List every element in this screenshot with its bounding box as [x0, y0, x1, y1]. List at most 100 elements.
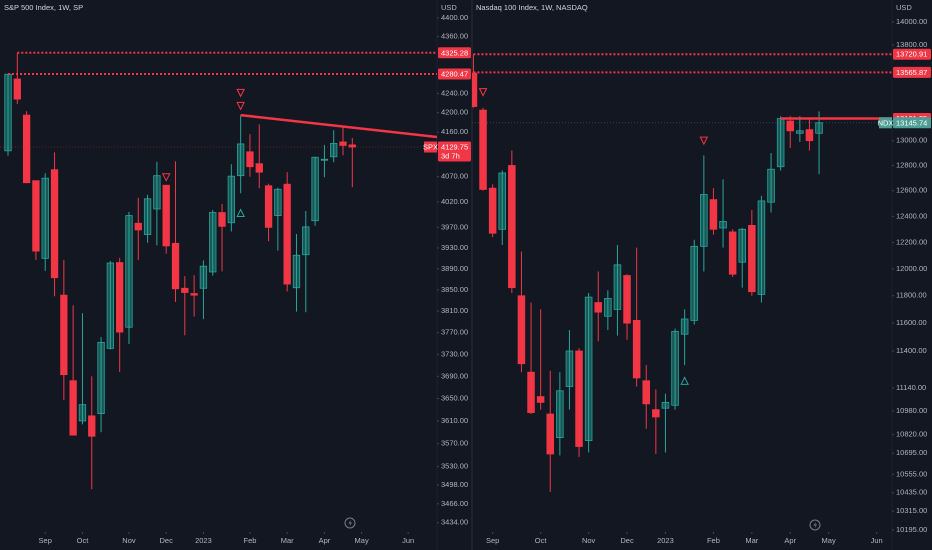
- level-price-label: 13565.87: [896, 68, 927, 77]
- candle-body: [218, 212, 226, 227]
- candle-body: [181, 287, 189, 293]
- y-tick-label: 11600.00: [896, 318, 927, 327]
- y-tick-label: 10980.00: [896, 406, 927, 415]
- last-price-box: [893, 117, 931, 129]
- level-price-box: [438, 47, 471, 59]
- y-tick-label: 12600.00: [896, 186, 927, 195]
- candle-body: [508, 165, 516, 289]
- y-tick-label: 3434.00: [441, 518, 468, 527]
- symbol-tag-box: [879, 117, 892, 129]
- candle-body: [88, 415, 96, 437]
- x-tick-label: Dec: [620, 536, 634, 545]
- symbol-tag-box: [424, 141, 437, 153]
- candle-body: [106, 262, 115, 349]
- signal-marker: [699, 136, 709, 146]
- chart-title: S&P 500 Index, 1W, SP: [4, 3, 83, 12]
- candle-body: [199, 265, 208, 289]
- y-tick-label: 10435.00: [896, 488, 927, 497]
- y-tick-label: 3498.00: [441, 480, 468, 489]
- candle-body: [32, 180, 40, 252]
- candle-body: [311, 156, 319, 222]
- x-tick-label: Jun: [871, 536, 883, 545]
- candle-body: [728, 231, 737, 275]
- event-icon[interactable]: [809, 519, 821, 531]
- candle-body: [69, 380, 77, 436]
- signal-marker: [680, 376, 689, 385]
- y-tick-label: 10555.00: [896, 469, 927, 478]
- signal-marker: [478, 88, 488, 97]
- candle-body: [536, 396, 545, 403]
- y-tick-label: 3930.00: [441, 243, 468, 252]
- candle-body: [190, 293, 198, 296]
- y-tick-label: 10695.00: [896, 448, 927, 457]
- y-tick-label: 14000.00: [896, 17, 927, 26]
- level-price-box: [438, 68, 471, 80]
- y-tick-label: 11800.00: [896, 291, 927, 300]
- candle-body: [796, 130, 804, 134]
- y-tick-label: 11400.00: [896, 346, 927, 355]
- signal-marker: [236, 208, 245, 218]
- candle-body: [680, 318, 689, 335]
- y-tick-label: 12000.00: [896, 264, 927, 273]
- candle-body: [632, 319, 641, 379]
- candle-body: [236, 143, 245, 177]
- y-tick-label: 3730.00: [441, 349, 468, 358]
- signal-marker: [161, 173, 171, 182]
- candle-body: [767, 168, 775, 203]
- candle-body: [97, 341, 105, 415]
- signal-marker: [236, 101, 245, 111]
- candle-body: [719, 221, 727, 229]
- x-tick-label: Oct: [535, 536, 548, 545]
- x-tick-label: Nov: [582, 536, 596, 545]
- plot-area: [472, 53, 892, 492]
- last-price-box: [438, 141, 471, 162]
- candle-body: [748, 224, 756, 293]
- level-price-label: 13720.91: [896, 50, 927, 59]
- signal-marker: [236, 88, 245, 98]
- x-tick-label: Dec: [160, 536, 174, 545]
- candle-body: [642, 380, 651, 405]
- candle-body: [517, 295, 526, 365]
- candle-body: [134, 222, 142, 231]
- candle-body: [815, 122, 823, 134]
- event-icon[interactable]: [344, 517, 356, 529]
- candle-body: [22, 114, 31, 184]
- candle-body: [613, 264, 622, 310]
- y-tick-label: 4400.00: [441, 13, 468, 22]
- candle-body: [805, 129, 814, 142]
- candle-body: [786, 120, 795, 132]
- y-tick-label: 4240.00: [441, 88, 468, 97]
- candle-body: [472, 72, 478, 107]
- candle-body: [78, 404, 87, 422]
- y-tick-label: 13800.00: [896, 40, 927, 49]
- bar-countdown: 3d 7h: [441, 151, 460, 160]
- currency-label: USD: [896, 3, 912, 12]
- candle-body: [50, 169, 59, 279]
- candle-body: [671, 331, 679, 406]
- plot-area: [0, 51, 437, 490]
- x-tick-label: Jun: [402, 536, 414, 545]
- candle-body: [498, 172, 507, 230]
- x-tick-label: 2023: [195, 536, 212, 545]
- x-tick-label: Sep: [486, 536, 499, 545]
- candle-body: [60, 294, 68, 376]
- candle-body: [776, 118, 785, 168]
- candle-body: [153, 175, 161, 210]
- candle-body: [41, 177, 49, 259]
- y-tick-label: 3770.00: [441, 328, 468, 337]
- candle-body: [594, 302, 603, 313]
- y-tick-label: 12800.00: [896, 160, 927, 169]
- candle-body: [488, 187, 497, 234]
- symbol-tag: NDX: [878, 118, 894, 127]
- candle-body: [690, 245, 699, 321]
- y-tick-label: 3890.00: [441, 264, 468, 273]
- candle-body: [527, 371, 535, 413]
- candle-body: [283, 183, 291, 285]
- candle-body: [255, 163, 263, 173]
- last-price-label: 4129.75: [441, 142, 468, 151]
- y-tick-label: 3690.00: [441, 371, 468, 380]
- y-tick-label: 3610.00: [441, 416, 468, 425]
- x-tick-label: May: [822, 536, 836, 545]
